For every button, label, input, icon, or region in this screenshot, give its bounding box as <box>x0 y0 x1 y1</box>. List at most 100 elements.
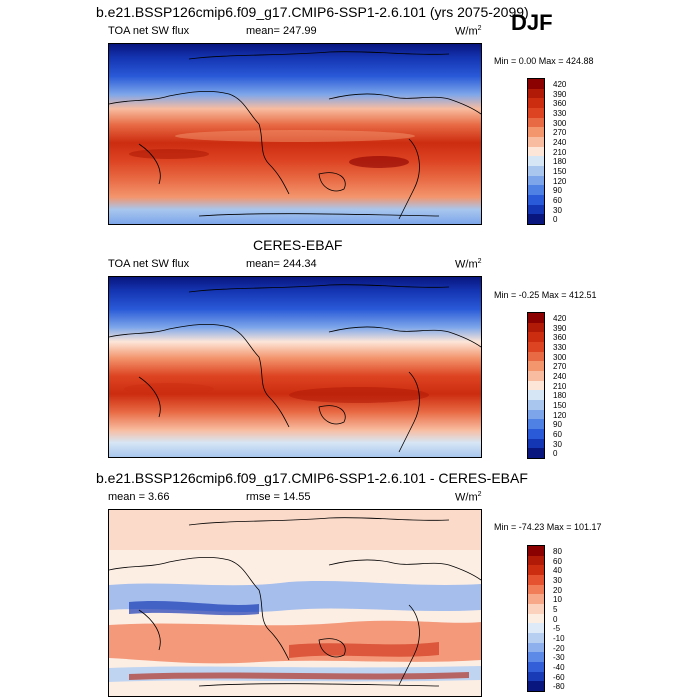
colorbar-tick-label: -10 <box>553 633 565 643</box>
colorbar-tick-label: 420 <box>553 80 567 89</box>
colorbar-tick-label: 30 <box>553 439 562 449</box>
colorbar-swatch <box>528 322 544 333</box>
colorbar-tick-label: -40 <box>553 662 565 672</box>
colorbar-tick-label: 210 <box>553 147 567 157</box>
colorbar-tick-label: 360 <box>553 333 567 343</box>
colorbar-swatch <box>528 117 544 128</box>
panel2-mean: mean= 244.34 <box>246 258 317 270</box>
colorbar-tick-label: 120 <box>553 410 567 420</box>
colorbar-swatch <box>528 204 544 215</box>
colorbar-tick-label: 390 <box>553 323 567 333</box>
colorbar-swatch <box>528 632 544 643</box>
colorbar-tick-label: 20 <box>553 585 562 595</box>
panel3-rmse: rmse = 14.55 <box>246 491 311 503</box>
colorbar-tick-label: 180 <box>553 157 567 167</box>
colorbar-tick-label: 60 <box>553 556 562 566</box>
colorbar-tick-label: 40 <box>553 566 562 576</box>
panel2-map <box>108 276 482 458</box>
colorbar-swatch <box>528 565 544 575</box>
colorbar-tick-label: 390 <box>553 89 567 99</box>
colorbar-tick-label: 300 <box>553 118 567 128</box>
colorbar-swatch <box>528 448 544 458</box>
colorbar-tick-label: 60 <box>553 429 562 439</box>
panel3-title: b.e21.BSSP126cmip6.f09_g17.CMIP6-SSP1-2.… <box>96 470 528 486</box>
colorbar-swatch <box>528 214 544 224</box>
panel1-variable: TOA net SW flux <box>108 25 190 37</box>
colorbar-swatch <box>528 555 544 566</box>
colorbar-tick-label: 270 <box>553 362 567 372</box>
panel2-minmax: Min = -0.25 Max = 412.51 <box>494 290 597 300</box>
colorbar-tick-label: 30 <box>553 575 562 585</box>
colorbar-swatch <box>528 681 544 691</box>
colorbar-swatch <box>528 361 544 371</box>
panel1-units: W/m2 <box>455 25 482 38</box>
colorbar-swatch <box>528 127 544 137</box>
colorbar-tick-label: 0 <box>553 215 558 225</box>
panel2-title: CERES-EBAF <box>253 237 343 253</box>
colorbar-tick-label: 90 <box>553 186 562 196</box>
panel1-minmax: Min = 0.00 Max = 424.88 <box>494 56 594 66</box>
colorbar-tick-label: 0 <box>553 449 558 459</box>
colorbar-tick-label: 240 <box>553 137 567 147</box>
colorbar-tick-label: -60 <box>553 672 565 682</box>
colorbar-swatch <box>528 313 544 323</box>
colorbar-swatch <box>528 136 544 147</box>
colorbar-tick-label: 150 <box>553 166 567 176</box>
colorbar-tick-label: 0 <box>553 614 558 624</box>
colorbar-swatch <box>528 351 544 362</box>
panel1-mean: mean= 247.99 <box>246 25 317 37</box>
colorbar-swatch <box>528 574 544 585</box>
colorbar-tick-label: 330 <box>553 108 567 118</box>
colorbar-tick-label: -30 <box>553 653 565 663</box>
colorbar-swatch <box>528 194 544 205</box>
panel2-colorbar <box>527 312 545 459</box>
colorbar-swatch <box>528 79 544 89</box>
colorbar-swatch <box>528 175 544 186</box>
colorbar-swatch <box>528 613 544 624</box>
colorbar-swatch <box>528 419 544 429</box>
colorbar-swatch <box>528 88 544 99</box>
colorbar-tick-label: 300 <box>553 352 567 362</box>
colorbar-tick-label: 240 <box>553 371 567 381</box>
colorbar-tick-label: 90 <box>553 420 562 430</box>
panel1-title: b.e21.BSSP126cmip6.f09_g17.CMIP6-SSP1-2.… <box>96 4 529 20</box>
colorbar-swatch <box>528 156 544 166</box>
panel2-units: W/m2 <box>455 258 482 271</box>
colorbar-tick-label: -20 <box>553 643 565 653</box>
colorbar-tick-label: 120 <box>553 176 567 186</box>
colorbar-swatch <box>528 652 544 662</box>
panel2-variable: TOA net SW flux <box>108 258 190 270</box>
colorbar-tick-label: -5 <box>553 624 561 634</box>
colorbar-swatch <box>528 399 544 410</box>
colorbar-swatch <box>528 380 544 391</box>
colorbar-tick-label: 30 <box>553 205 562 215</box>
colorbar-swatch <box>528 370 544 381</box>
colorbar-tick-label: 5 <box>553 604 558 614</box>
colorbar-swatch <box>528 642 544 653</box>
panel3-mean: mean = 3.66 <box>108 491 170 503</box>
colorbar-swatch <box>528 594 544 604</box>
colorbar-swatch <box>528 146 544 157</box>
colorbar-swatch <box>528 332 544 342</box>
colorbar-swatch <box>528 584 544 595</box>
colorbar-swatch <box>528 185 544 195</box>
colorbar-swatch <box>528 390 544 400</box>
colorbar-swatch <box>528 341 544 352</box>
colorbar-swatch <box>528 107 544 118</box>
panel3-units: W/m2 <box>455 491 482 504</box>
colorbar-swatch <box>528 623 544 633</box>
colorbar-tick-label: -80 <box>553 682 565 692</box>
colorbar-tick-label: 360 <box>553 99 567 109</box>
panel3-minmax: Min = -74.23 Max = 101.17 <box>494 522 602 532</box>
colorbar-tick-label: 330 <box>553 342 567 352</box>
colorbar-tick-label: 270 <box>553 128 567 138</box>
colorbar-swatch <box>528 603 544 614</box>
colorbar-swatch <box>528 409 544 420</box>
colorbar-tick-label: 420 <box>553 314 567 323</box>
colorbar-swatch <box>528 438 544 449</box>
colorbar-swatch <box>528 165 544 176</box>
panel2-colorbar-labels: 420 390 360 330 300 270 240 210 180 150 120 90 60 30 0 <box>553 314 566 459</box>
colorbar-tick-label: 180 <box>553 391 567 401</box>
colorbar-tick-label: 80 <box>553 547 562 556</box>
panel3-map <box>108 509 482 697</box>
